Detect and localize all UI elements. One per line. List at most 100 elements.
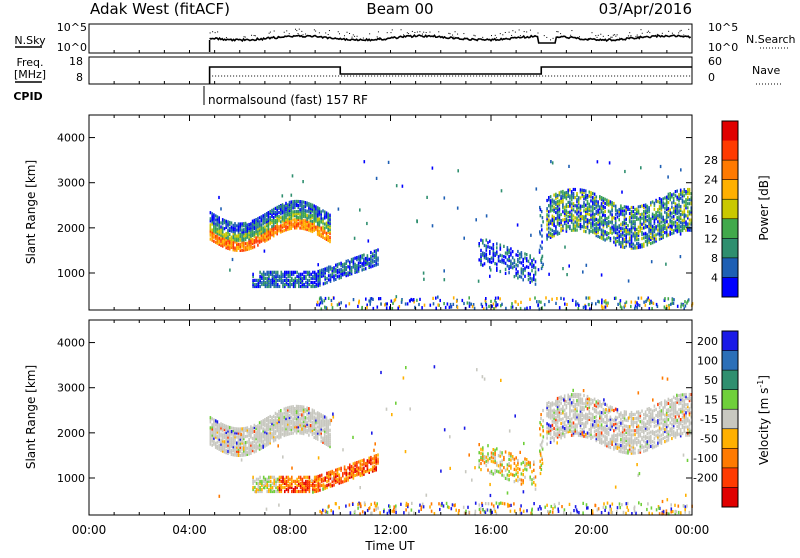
nsearch-dot bbox=[363, 38, 364, 39]
nsearch-dot bbox=[668, 31, 669, 32]
scatter-cell bbox=[629, 216, 631, 219]
scatter-cell bbox=[640, 166, 642, 169]
scatter-cell bbox=[594, 213, 596, 216]
scatter-cell bbox=[326, 277, 328, 280]
scatter-cell bbox=[275, 225, 277, 228]
scatter-cell bbox=[566, 424, 568, 427]
scatter-cell bbox=[555, 428, 557, 431]
scatter-cell bbox=[605, 302, 607, 305]
scatter-cell bbox=[257, 217, 259, 220]
scatter-cell bbox=[517, 250, 519, 253]
scatter-cell bbox=[317, 411, 319, 414]
scatter-cell bbox=[682, 199, 684, 202]
scatter-cell bbox=[552, 233, 554, 236]
scatter-cell bbox=[580, 223, 582, 226]
scatter-cell bbox=[594, 408, 596, 411]
nsearch-dot bbox=[426, 32, 427, 33]
scatter-cell bbox=[317, 425, 319, 428]
scatter-cell bbox=[264, 443, 266, 446]
scatter-cell bbox=[314, 281, 316, 284]
scatter-cell bbox=[392, 302, 394, 305]
scatter-cell bbox=[282, 279, 284, 282]
scatter-cell bbox=[507, 463, 509, 466]
scatter-cell bbox=[291, 490, 293, 493]
scatter-cell bbox=[245, 222, 247, 225]
scatter-cell bbox=[254, 450, 256, 453]
scatter-cell bbox=[507, 258, 509, 261]
scatter-cell bbox=[645, 209, 647, 212]
scatter-cell bbox=[289, 279, 291, 282]
scatter-cell bbox=[689, 198, 691, 201]
scatter-cell bbox=[344, 465, 346, 468]
scatter-cell bbox=[576, 229, 578, 232]
scatter-cell bbox=[559, 306, 561, 309]
scatter-cell bbox=[531, 259, 533, 262]
scatter-cell bbox=[594, 193, 596, 196]
scatter-cell bbox=[686, 301, 688, 304]
scatter-cell bbox=[517, 303, 519, 306]
scatter-cell bbox=[342, 480, 344, 483]
scatter-cell bbox=[211, 423, 213, 426]
scatter-cell bbox=[533, 264, 535, 267]
scatter-cell bbox=[676, 222, 678, 225]
nsearch-dot bbox=[270, 32, 271, 33]
scatter-cell bbox=[323, 483, 325, 486]
scatter-cell bbox=[313, 416, 315, 419]
scatter-cell bbox=[683, 304, 685, 307]
scatter-cell bbox=[657, 220, 659, 223]
scatter-cell bbox=[670, 211, 672, 214]
scatter-cell bbox=[583, 431, 585, 434]
scatter-cell bbox=[503, 456, 505, 459]
nsearch-dot bbox=[408, 33, 409, 34]
scatter-cell bbox=[510, 452, 512, 455]
scatter-cell bbox=[548, 204, 550, 207]
scatter-cell bbox=[546, 426, 548, 429]
scatter-cell bbox=[531, 478, 533, 481]
scatter-cell bbox=[528, 461, 530, 464]
scatter-cell bbox=[587, 210, 589, 213]
scatter-cell bbox=[643, 210, 645, 213]
scatter-cell bbox=[252, 476, 254, 479]
scatter-cell bbox=[261, 445, 263, 448]
nsearch-dot bbox=[688, 29, 689, 30]
scatter-cell bbox=[433, 302, 435, 305]
nsearch-dot bbox=[597, 37, 598, 38]
scatter-cell bbox=[480, 456, 482, 459]
scatter-cell bbox=[489, 240, 491, 243]
scatter-cell bbox=[685, 229, 687, 232]
scatter-cell bbox=[597, 227, 599, 230]
scatter-cell bbox=[300, 476, 302, 479]
scatter-cell bbox=[669, 208, 671, 211]
scatter-cell bbox=[625, 304, 627, 307]
scatter-cell bbox=[539, 206, 541, 209]
scatter-cell bbox=[589, 229, 591, 232]
nsearch-dot bbox=[349, 33, 350, 34]
scatter-cell bbox=[437, 296, 439, 299]
nsearch-dot bbox=[571, 30, 572, 31]
scatter-cell bbox=[248, 438, 250, 441]
scatter-cell bbox=[320, 301, 322, 304]
scatter-cell bbox=[337, 468, 339, 471]
scatter-cell bbox=[604, 230, 606, 233]
scatter-cell bbox=[229, 269, 231, 272]
scatter-cell bbox=[514, 275, 516, 278]
scatter-cell bbox=[597, 160, 599, 163]
scatter-cell bbox=[367, 254, 369, 257]
scatter-cell bbox=[640, 205, 642, 208]
power-y-tick-label: 1000 bbox=[57, 267, 85, 280]
scatter-cell bbox=[553, 409, 555, 412]
scatter-cell bbox=[574, 403, 576, 406]
scatter-cell bbox=[680, 221, 682, 224]
scatter-cell bbox=[323, 268, 325, 271]
scatter-cell bbox=[296, 490, 298, 493]
scatter-cell bbox=[510, 458, 512, 461]
scatter-cell bbox=[601, 415, 603, 418]
scatter-cell bbox=[300, 482, 302, 485]
scatter-cell bbox=[335, 264, 337, 267]
nsearch-dot bbox=[496, 37, 497, 38]
scatter-cell bbox=[480, 249, 482, 252]
scatter-cell bbox=[576, 204, 578, 207]
scatter-cell bbox=[364, 160, 366, 163]
scatter-cell bbox=[648, 214, 650, 217]
scatter-cell bbox=[524, 267, 526, 270]
